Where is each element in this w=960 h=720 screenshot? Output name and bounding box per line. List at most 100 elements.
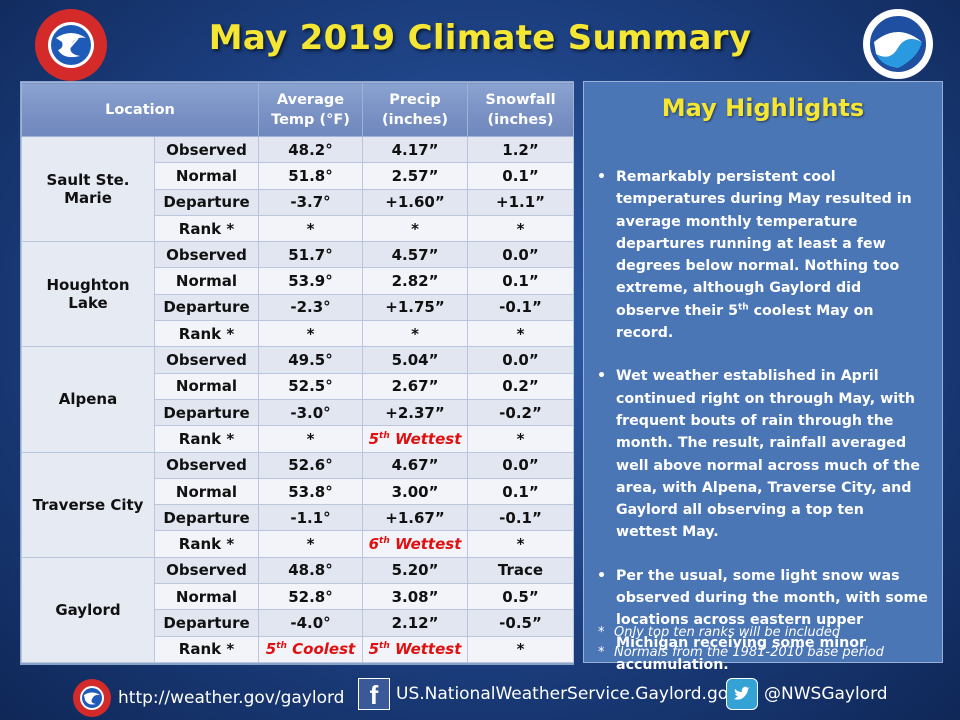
table-cell: 0.1” — [467, 477, 574, 506]
highlights-list: • Remarkably persistent cool temperatures… — [584, 166, 942, 676]
footnote: * Only top ten ranks will be included — [598, 625, 841, 640]
table-cell: 0.1” — [467, 162, 574, 190]
row-label: Normal — [154, 583, 259, 611]
row-label: Normal — [154, 267, 259, 295]
twitter-handle[interactable]: @NWSGaylord — [764, 684, 888, 704]
row-label: Normal — [154, 372, 259, 400]
row-label: Rank * — [154, 320, 259, 348]
highlight-bullet: • Wet weather established in April contin… — [597, 368, 920, 541]
table-cell: * — [467, 320, 574, 348]
highlight-text: Remarkably persistent cool temperatures … — [616, 169, 912, 342]
highlight-text: Per the usual, some light snow was obser… — [616, 567, 928, 673]
row-label: Rank * — [154, 425, 259, 453]
table-cell: 2.12” — [362, 609, 468, 637]
row-label: Departure — [154, 293, 259, 322]
table-cell: 0.0” — [467, 451, 574, 479]
twitter-link[interactable]: @NWSGaylord — [726, 678, 888, 710]
facebook-link[interactable]: f US.NationalWeatherService.Gaylord.gov — [358, 678, 738, 710]
table-cell: * — [467, 530, 574, 558]
table-cell: * — [362, 320, 468, 348]
table-cell: 2.82” — [362, 267, 468, 295]
table-row: Departure -4.0° 2.12” -0.5” — [22, 609, 574, 637]
table-cell: -1.1° — [258, 504, 363, 532]
table-row: Departure -2.3° +1.75” -0.1” — [22, 293, 574, 322]
header-temp: Average Temp (°F) — [258, 82, 363, 137]
table-cell: * — [258, 320, 363, 348]
nws-small-logo — [73, 679, 111, 717]
table-cell: -0.5” — [467, 609, 574, 637]
highlight-bullet: • Remarkably persistent cool temperatures… — [597, 169, 912, 342]
table-cell: -0.1” — [467, 504, 574, 532]
table-cell: 3.00” — [362, 477, 468, 506]
noaa-logo — [862, 8, 934, 80]
row-label: Observed — [154, 556, 259, 585]
table-cell: -0.2” — [467, 398, 574, 427]
website-url[interactable]: http://weather.gov/gaylord — [118, 688, 345, 708]
table-cell: 48.2° — [258, 135, 363, 164]
table-cell: 0.2” — [467, 372, 574, 400]
row-label: Observed — [154, 346, 259, 374]
table-cell: 2.67” — [362, 372, 468, 400]
table-cell: 53.9° — [258, 267, 363, 295]
table-row: Alpena Observed 49.5° 5.04” 0.0” — [21, 346, 574, 453]
table-cell: -3.0° — [258, 398, 363, 427]
table-header-row: Location Average Temp (°F) Precip (inches)… — [21, 82, 574, 137]
highlight-text: Wet weather established in April continu… — [616, 368, 920, 541]
highlight-bullet: • Per the usual, some light snow was obse… — [597, 567, 928, 673]
row-label: Departure — [154, 504, 259, 532]
table-cell: 53.8° — [258, 477, 363, 506]
nws-logo — [34, 8, 108, 82]
table-cell: Trace — [467, 556, 574, 585]
header-location: Location — [21, 82, 259, 137]
table-row: Gaylord Observed 48.8° 5.20” Trace — [21, 556, 574, 663]
row-label: Observed — [154, 135, 259, 164]
row-label: Observed — [154, 241, 259, 269]
table-cell: 51.7° — [258, 241, 363, 269]
website-link[interactable]: http://weather.gov/gaylord — [72, 678, 344, 718]
highlights-title: May Highlights — [661, 94, 865, 122]
location-name: Gaylord — [21, 556, 155, 663]
table-row: Departure -3.0° +2.37” -0.2” — [22, 398, 574, 427]
row-label: Departure — [154, 398, 259, 427]
table-cell: 0.1” — [467, 267, 574, 295]
table-cell: * — [467, 635, 574, 663]
table-row: Departure -3.7° +1.60” +1.1” — [22, 188, 574, 216]
table-cell: 52.6° — [258, 451, 363, 479]
table-cell: * — [258, 214, 363, 243]
table-cell: 4.17” — [362, 135, 468, 164]
row-label: Departure — [154, 609, 259, 637]
page-title: May 2019 Climate Summary — [208, 18, 752, 58]
facebook-text[interactable]: US.NationalWeatherService.Gaylord.gov — [396, 684, 739, 704]
table-row: Normal 52.5° 2.67” 0.2” — [22, 372, 574, 400]
table-cell: 4.57” — [362, 241, 468, 269]
table-row: Houghton Lake Observed 51.7° 4.57” 0.0” — [21, 241, 574, 348]
table-cell: -3.7° — [258, 188, 363, 216]
table-cell: -0.1” — [467, 293, 574, 322]
row-label: Observed — [154, 451, 259, 479]
table-cell: * — [362, 214, 468, 243]
table-cell: +1.67” — [362, 504, 468, 532]
table-row: Rank * 5th Coolest 5th Wettest * — [22, 635, 574, 663]
table-row: Normal 51.8° 2.57” 0.1” — [22, 162, 574, 190]
table-cell: * — [258, 530, 363, 558]
table-cell: 5th Wettest — [362, 635, 468, 663]
location-name: Sault Ste. Marie — [21, 135, 155, 243]
location-name: Houghton Lake — [21, 241, 155, 348]
row-label: Rank * — [154, 635, 259, 663]
footnote: * Normals from the 1981-2010 base period — [598, 645, 884, 660]
table-row: Normal 52.8° 3.08” 0.5” — [22, 583, 574, 611]
twitter-icon — [726, 678, 758, 710]
row-label: Normal — [154, 477, 259, 506]
table-cell: 52.8° — [258, 583, 363, 611]
header-snowfall: Snowfall (inches) — [467, 82, 574, 137]
table-cell: 5.20” — [362, 556, 468, 585]
table-cell: 5th Coolest — [258, 635, 363, 663]
table-cell: 5.04” — [362, 346, 468, 374]
table-cell: 52.5° — [258, 372, 363, 400]
table-cell: 6th Wettest — [362, 530, 468, 558]
row-label: Rank * — [154, 530, 259, 558]
footer: http://weather.gov/gaylord f US.National… — [0, 672, 960, 718]
table-row: Rank * * 6th Wettest * — [22, 530, 574, 558]
table-cell: * — [258, 425, 363, 453]
highlights-panel: May Highlights • Remarkably persistent co… — [583, 81, 943, 673]
